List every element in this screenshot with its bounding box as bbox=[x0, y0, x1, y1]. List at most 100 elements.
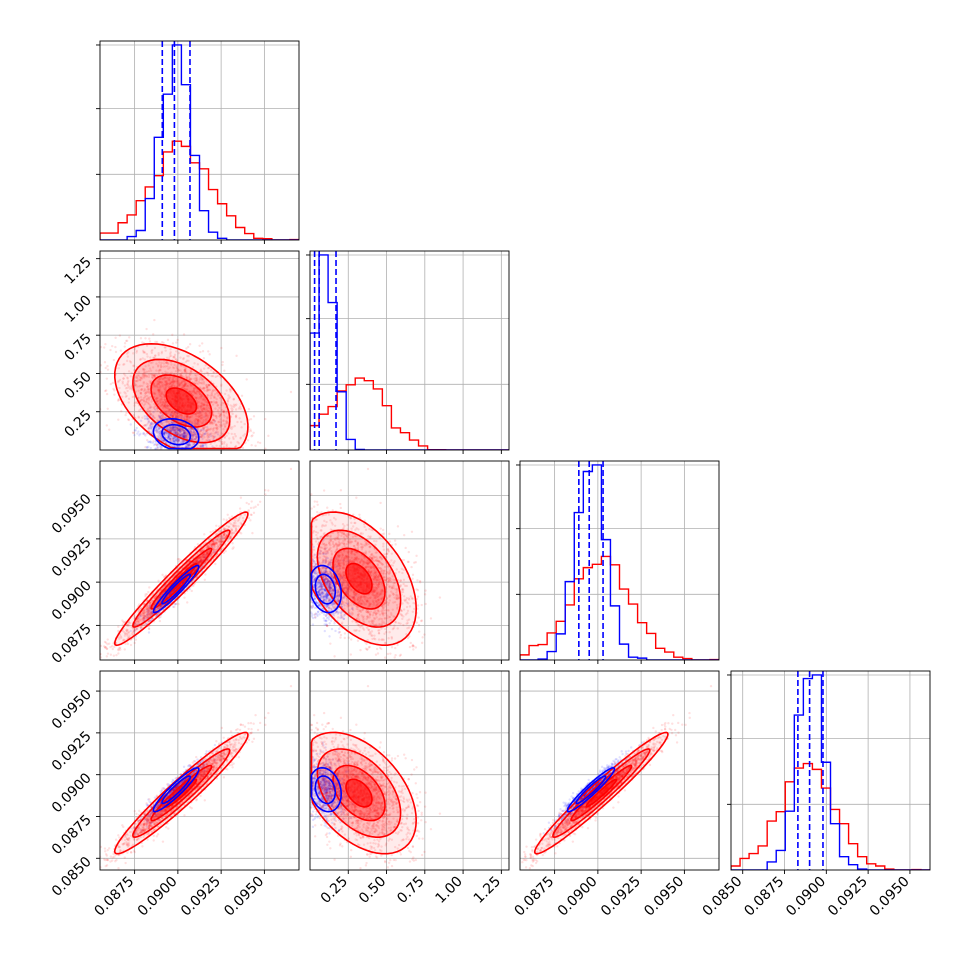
point bbox=[117, 652, 119, 654]
point bbox=[177, 603, 179, 605]
point bbox=[146, 439, 148, 441]
point bbox=[144, 446, 146, 448]
point bbox=[114, 337, 116, 339]
point bbox=[89, 664, 91, 666]
point bbox=[203, 533, 205, 535]
point bbox=[145, 328, 147, 330]
point bbox=[252, 432, 254, 434]
panel-0-0 bbox=[96, 41, 299, 244]
point bbox=[215, 525, 217, 527]
point bbox=[140, 337, 142, 339]
point bbox=[107, 368, 109, 370]
point bbox=[138, 434, 140, 436]
point bbox=[107, 408, 109, 410]
point bbox=[161, 574, 163, 576]
point bbox=[113, 389, 115, 391]
point bbox=[148, 338, 150, 340]
point bbox=[148, 631, 150, 633]
point bbox=[120, 350, 122, 352]
point bbox=[249, 519, 251, 521]
point bbox=[154, 341, 156, 343]
point bbox=[113, 393, 115, 395]
y-tick-label: 0.25 bbox=[61, 407, 94, 440]
point bbox=[191, 590, 193, 592]
point bbox=[167, 339, 169, 341]
point bbox=[135, 427, 137, 429]
panel-frame bbox=[310, 251, 509, 450]
point bbox=[89, 370, 91, 372]
histogram-series-1 bbox=[100, 45, 299, 240]
point bbox=[220, 347, 222, 349]
point bbox=[222, 361, 224, 363]
point bbox=[189, 343, 191, 345]
point bbox=[231, 515, 233, 517]
point bbox=[171, 334, 173, 336]
y-tick-label: 1.00 bbox=[61, 292, 94, 325]
point bbox=[214, 563, 216, 565]
point bbox=[111, 345, 113, 347]
y-tick-label: 0.50 bbox=[61, 369, 94, 402]
point bbox=[161, 341, 163, 343]
point bbox=[113, 359, 115, 361]
point bbox=[240, 532, 242, 534]
point bbox=[96, 656, 98, 658]
point bbox=[109, 349, 111, 351]
point bbox=[249, 428, 251, 430]
point bbox=[267, 489, 269, 491]
point bbox=[148, 586, 150, 588]
point bbox=[124, 414, 126, 416]
point bbox=[264, 493, 266, 495]
point bbox=[204, 573, 206, 575]
point bbox=[152, 333, 154, 335]
point bbox=[148, 627, 150, 629]
point bbox=[106, 424, 108, 426]
point bbox=[108, 428, 110, 430]
point bbox=[115, 654, 117, 656]
point bbox=[112, 648, 114, 650]
y-tick-label: 1.25 bbox=[61, 254, 94, 287]
point bbox=[133, 434, 135, 436]
point bbox=[231, 542, 233, 544]
point bbox=[149, 340, 151, 342]
point bbox=[221, 364, 223, 366]
point bbox=[130, 644, 132, 646]
point bbox=[103, 346, 105, 348]
point bbox=[104, 361, 106, 363]
point bbox=[114, 346, 116, 348]
point bbox=[106, 393, 108, 395]
point bbox=[87, 358, 89, 360]
point bbox=[199, 351, 201, 353]
point bbox=[120, 410, 122, 412]
point bbox=[150, 447, 152, 449]
point bbox=[115, 351, 117, 353]
point bbox=[105, 367, 107, 369]
y-tick-label: 0.75 bbox=[61, 331, 94, 364]
panel-1-0: 0.25 0.50 0.75 1.00 1.25 bbox=[61, 251, 299, 454]
point bbox=[126, 340, 128, 342]
point bbox=[144, 337, 146, 339]
point bbox=[240, 497, 242, 499]
point bbox=[245, 502, 247, 504]
point bbox=[259, 442, 261, 444]
point bbox=[185, 347, 187, 349]
point bbox=[204, 579, 206, 581]
point bbox=[251, 532, 253, 534]
point bbox=[207, 350, 209, 352]
point bbox=[201, 342, 203, 344]
point bbox=[157, 580, 159, 582]
point bbox=[223, 369, 225, 371]
point bbox=[137, 430, 139, 432]
point bbox=[186, 601, 188, 603]
point bbox=[104, 343, 106, 345]
point bbox=[141, 341, 143, 343]
point bbox=[153, 319, 155, 321]
point bbox=[183, 597, 185, 599]
point bbox=[290, 468, 292, 470]
point bbox=[110, 383, 112, 385]
point bbox=[113, 655, 115, 657]
point bbox=[254, 445, 256, 447]
point bbox=[227, 514, 229, 516]
point bbox=[160, 445, 162, 447]
